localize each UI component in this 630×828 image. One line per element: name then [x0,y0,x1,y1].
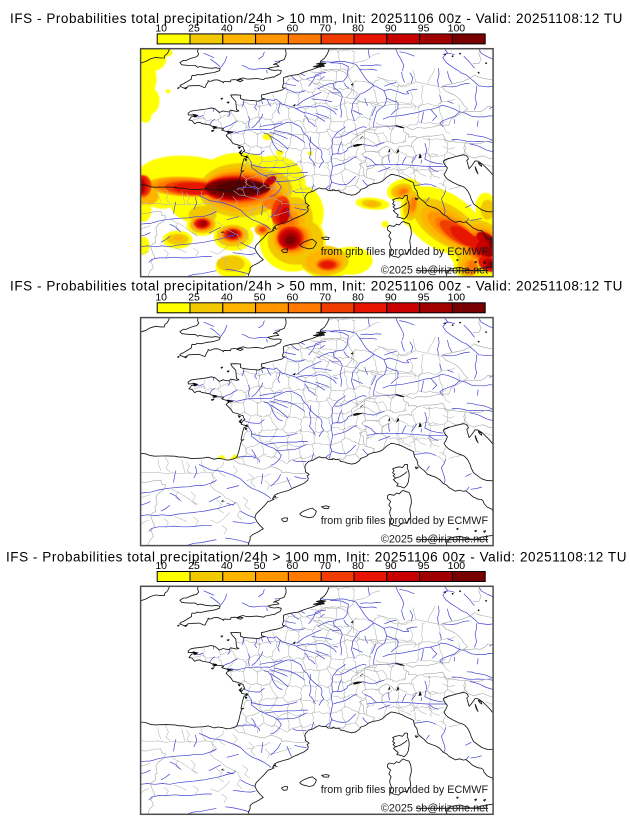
svg-text:60: 60 [287,560,299,572]
svg-text:100: 100 [448,560,466,572]
svg-text:25: 25 [188,292,200,304]
svg-text:40: 40 [221,560,233,572]
svg-text:60: 60 [287,292,299,304]
svg-text:©2025 sb@irizone.net: ©2025 sb@irizone.net [381,265,488,277]
svg-text:80: 80 [352,23,364,35]
svg-text:95: 95 [418,23,430,35]
svg-text:50: 50 [254,292,266,304]
svg-text:70: 70 [319,292,331,304]
svg-text:©2025 sb@irizone.net: ©2025 sb@irizone.net [381,802,488,814]
svg-text:70: 70 [319,560,331,572]
svg-text:from grib files provided by EC: from grib files provided by ECMWF [321,515,489,527]
svg-text:from grib files provided by EC: from grib files provided by ECMWF [321,784,489,796]
svg-text:100: 100 [448,292,466,304]
svg-text:IFS - Probabilities total prec: IFS - Probabilities total precipitation/… [10,279,623,294]
svg-text:IFS - Probabilities total prec: IFS - Probabilities total precipitation/… [6,550,627,565]
svg-text:40: 40 [221,292,233,304]
svg-text:95: 95 [418,292,430,304]
svg-text:25: 25 [188,23,200,35]
svg-text:from grib files provided by EC: from grib files provided by ECMWF [321,246,489,258]
svg-text:10: 10 [155,23,167,35]
svg-text:70: 70 [319,23,331,35]
svg-text:90: 90 [385,23,397,35]
svg-text:80: 80 [352,292,364,304]
svg-text:50: 50 [254,23,266,35]
svg-text:25: 25 [188,560,200,572]
svg-text:IFS - Probabilities total prec: IFS - Probabilities total precipitation/… [10,11,623,26]
svg-text:100: 100 [448,23,466,35]
svg-text:90: 90 [385,292,397,304]
svg-text:50: 50 [254,560,266,572]
svg-text:10: 10 [155,292,167,304]
svg-text:90: 90 [385,560,397,572]
svg-text:80: 80 [352,560,364,572]
svg-text:40: 40 [221,23,233,35]
svg-text:95: 95 [418,560,430,572]
svg-text:©2025 sb@irizone.net: ©2025 sb@irizone.net [381,534,488,546]
svg-text:60: 60 [287,23,299,35]
svg-text:10: 10 [155,560,167,572]
